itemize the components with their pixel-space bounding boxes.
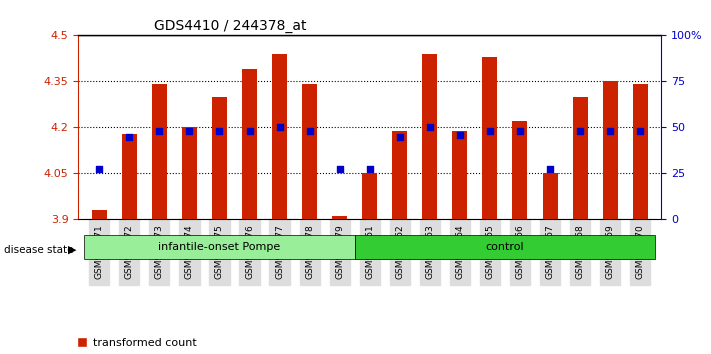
Bar	[542, 173, 557, 219]
Point	[634, 128, 646, 133]
Bar	[182, 127, 197, 219]
Point	[574, 128, 586, 133]
Bar	[452, 131, 467, 219]
Bar	[242, 69, 257, 219]
Bar	[633, 85, 648, 219]
Point	[334, 166, 346, 172]
FancyBboxPatch shape	[355, 235, 656, 259]
Text: control: control	[486, 242, 524, 252]
Bar	[392, 131, 407, 219]
Bar	[572, 97, 587, 219]
Bar	[422, 54, 437, 219]
Point	[514, 128, 525, 133]
Point	[154, 128, 165, 133]
FancyBboxPatch shape	[84, 235, 355, 259]
Point	[424, 125, 436, 130]
Point	[484, 128, 496, 133]
Bar	[603, 81, 618, 219]
Point	[214, 128, 225, 133]
Bar	[122, 133, 137, 219]
Bar	[152, 85, 167, 219]
Bar	[302, 85, 317, 219]
Point	[94, 166, 105, 172]
Legend: transformed count, percentile rank within the sample: transformed count, percentile rank withi…	[73, 333, 286, 354]
Point	[124, 134, 135, 139]
Point	[454, 132, 466, 138]
Bar	[272, 54, 287, 219]
Text: ▶: ▶	[68, 245, 76, 255]
Bar	[92, 210, 107, 219]
Text: GDS4410 / 244378_at: GDS4410 / 244378_at	[154, 19, 306, 33]
Point	[394, 134, 405, 139]
Point	[304, 128, 315, 133]
Bar	[212, 97, 227, 219]
Point	[604, 128, 616, 133]
Bar	[483, 57, 498, 219]
Point	[244, 128, 255, 133]
Bar	[332, 216, 347, 219]
Point	[274, 125, 285, 130]
Text: infantile-onset Pompe: infantile-onset Pompe	[159, 242, 281, 252]
Text: disease state: disease state	[4, 245, 73, 255]
Bar	[513, 121, 528, 219]
Point	[545, 166, 556, 172]
Point	[183, 128, 195, 133]
Bar	[362, 173, 378, 219]
Point	[364, 166, 375, 172]
